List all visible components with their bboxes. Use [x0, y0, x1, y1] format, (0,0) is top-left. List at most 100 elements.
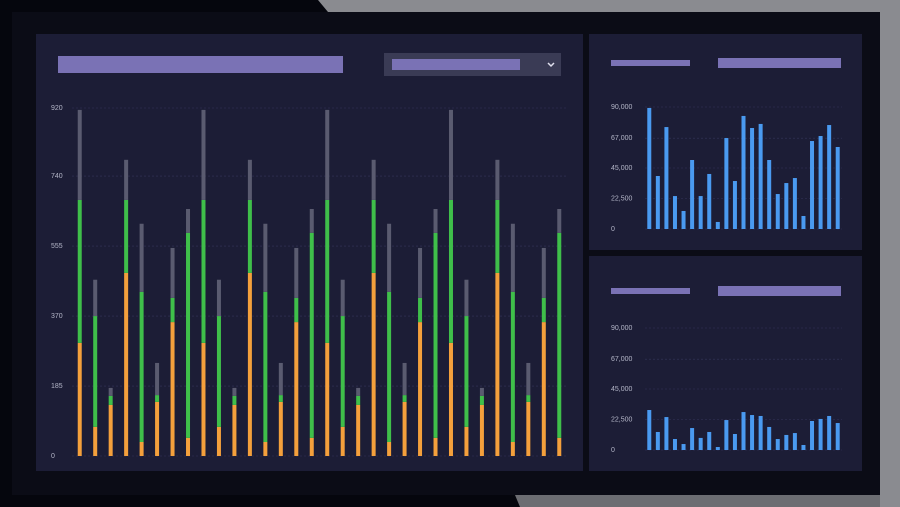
bar-segment [402, 395, 407, 402]
bar-segment [464, 316, 469, 427]
bar-segment [495, 199, 500, 273]
bar [827, 125, 832, 229]
dropdown-placeholder [392, 59, 520, 70]
bar [664, 417, 669, 450]
bar [784, 434, 789, 450]
title-placeholder [58, 56, 343, 73]
bar-segment [402, 362, 407, 396]
bar-segment [93, 426, 98, 456]
bar-segment [418, 297, 423, 323]
bar [758, 123, 763, 229]
bar-segment [77, 109, 82, 200]
bar-segment [448, 199, 453, 343]
bar [827, 415, 832, 450]
bar [750, 128, 755, 229]
bar-segment [278, 362, 283, 396]
bar-segment [170, 322, 175, 456]
bar-segment [418, 247, 423, 298]
y-tick-label: 22,500 [611, 195, 633, 202]
y-tick-label: 67,000 [611, 135, 633, 142]
bar-segment [124, 272, 129, 456]
bar-segment [433, 232, 438, 438]
bar [647, 107, 652, 229]
bar-segment [433, 437, 438, 456]
bar-segment [247, 272, 252, 456]
bar-segment [108, 387, 113, 396]
bar-segment [387, 223, 392, 292]
bar-segment [526, 362, 531, 396]
bar [810, 420, 815, 450]
bar-segment [170, 247, 175, 298]
bar-segment [93, 316, 98, 427]
bar-segment [108, 395, 113, 405]
bar [767, 426, 772, 450]
bar [707, 431, 712, 450]
bar-segment [247, 199, 252, 273]
bar [647, 410, 652, 450]
bar-segment [325, 342, 330, 456]
bar-segment [93, 279, 98, 317]
bar [724, 420, 729, 450]
bar [767, 160, 772, 229]
bar-segment [232, 404, 237, 456]
bar-segment [155, 362, 160, 396]
bezel-highlight [515, 495, 880, 507]
bar-segment [356, 404, 361, 456]
bar-segment [557, 208, 562, 233]
bar-segment [371, 159, 376, 200]
y-tick-label: 740 [51, 173, 63, 180]
bar-segment [232, 395, 237, 405]
bar-segment [340, 426, 345, 456]
bar [672, 196, 677, 229]
bar-segment [356, 395, 361, 405]
bar-segment [77, 342, 82, 456]
bar-segment [201, 199, 206, 343]
bar [655, 431, 660, 450]
bar-segment [216, 316, 221, 427]
bar-segment [325, 109, 330, 200]
y-tick-label: 45,000 [611, 165, 633, 172]
title-placeholder [718, 58, 841, 68]
bar-segment [155, 401, 160, 456]
bar [801, 444, 806, 450]
bar-segment [402, 401, 407, 456]
bar [732, 181, 737, 229]
bar-segment [186, 208, 191, 233]
bar-segment [340, 316, 345, 427]
bar [664, 127, 669, 229]
title-placeholder [718, 286, 841, 296]
bar [775, 439, 780, 450]
bar [810, 141, 815, 229]
bar-segment [309, 437, 314, 456]
bar [698, 437, 703, 450]
bar [775, 194, 780, 229]
bar-segment [186, 437, 191, 456]
bar [681, 444, 686, 450]
y-tick-label: 90,000 [611, 325, 633, 332]
bar [690, 428, 695, 450]
bar-segment [170, 297, 175, 323]
bar-segment [510, 291, 515, 443]
y-tick-label: 0 [611, 226, 615, 233]
title-placeholder [611, 288, 690, 294]
bar [792, 178, 797, 229]
bar-segment [387, 291, 392, 443]
bar [715, 447, 720, 450]
bar [672, 439, 677, 450]
bar-segment [464, 426, 469, 456]
bar [818, 418, 823, 450]
bar-segment [340, 279, 345, 317]
bar [715, 221, 720, 229]
bar-segment [541, 322, 546, 456]
bar-segment [263, 442, 268, 456]
y-tick-label: 22,500 [611, 416, 633, 423]
bar-segment [294, 322, 299, 456]
bar-segment [278, 401, 283, 456]
bar [698, 196, 703, 229]
bar-segment [124, 199, 129, 273]
bar-segment [108, 404, 113, 456]
bar [707, 173, 712, 229]
y-tick-label: 920 [51, 105, 63, 112]
bar-segment [294, 247, 299, 298]
bar-segment [155, 395, 160, 402]
